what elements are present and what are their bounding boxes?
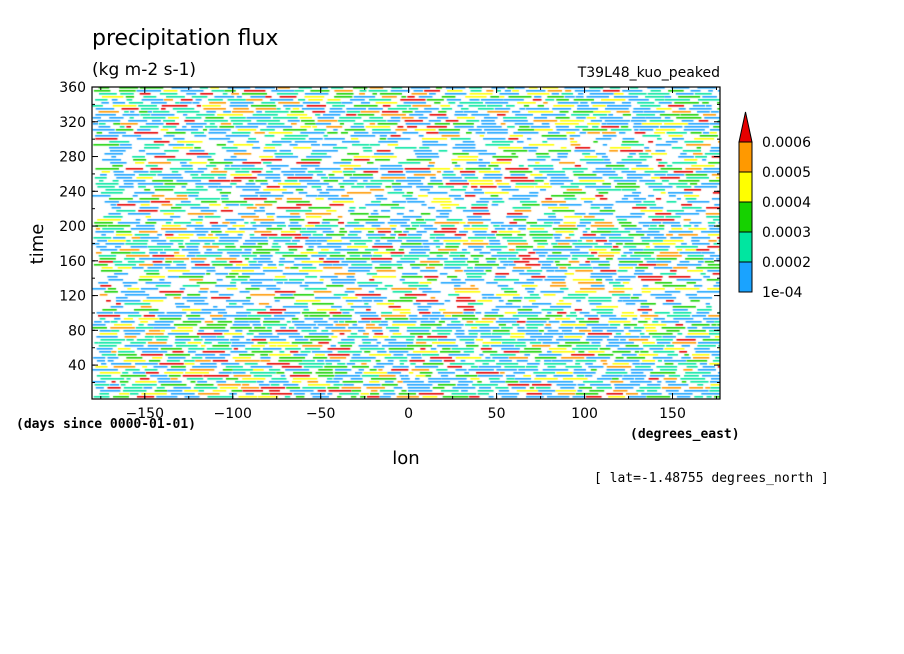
colorbar-level-label: 0.0002 [762, 255, 811, 271]
x-tick-label: 100 [571, 406, 598, 422]
y-axis: 40 80 120 160 200 240 280 320 360 [59, 80, 720, 383]
colorbar-level-label: 0.0006 [762, 135, 811, 151]
colorbar-arrow [738, 111, 753, 143]
units-label: (kg m-2 s-1) [92, 60, 196, 80]
x-tick-label: 150 [659, 406, 686, 422]
y-tick-label: 40 [68, 358, 86, 374]
x-tick-label: 0 [404, 406, 413, 422]
field-texture [92, 87, 720, 399]
slice-label: [ lat=-1.48755 degrees_north ] [594, 471, 829, 486]
y-axis-label: time [27, 224, 48, 265]
run-label: T39L48_kuo_peaked [577, 65, 720, 81]
x-axis-label: lon [392, 448, 419, 469]
y-tick-label: 280 [59, 150, 86, 166]
y-tick-label: 320 [59, 115, 86, 131]
colorbar-level-label: 0.0004 [762, 195, 811, 211]
colorbar-level-label: 0.0005 [762, 165, 811, 181]
colorbar-swatch [738, 201, 753, 233]
precipitation-field [92, 87, 720, 399]
colorbar-swatch [738, 141, 753, 173]
x-tick-label: −50 [306, 406, 336, 422]
x-tick-label: 50 [488, 406, 506, 422]
x-tick-label: −150 [126, 406, 164, 422]
colorbar-swatch [738, 231, 753, 263]
colorbar-level-label: 1e-04 [762, 285, 802, 301]
y-tick-label: 160 [59, 254, 86, 270]
colorbar-legend: 1e-04 0.0002 0.0003 0.0004 0.0005 0.0006 [738, 111, 811, 301]
colorbar-swatch [738, 171, 753, 203]
y-tick-label: 200 [59, 219, 86, 235]
x-tick-label: −100 [214, 406, 252, 422]
x-axis: −150 −100 −50 0 50 100 150 [100, 87, 717, 422]
y-tick-label: 80 [68, 323, 86, 339]
colorbar-swatch [738, 261, 753, 293]
y-tick-label: 360 [59, 80, 86, 96]
y-tick-label: 120 [59, 289, 86, 305]
y-tick-label: 240 [59, 184, 86, 200]
chart-title: precipitation flux [92, 26, 278, 51]
y-units-label: (days since 0000-01-01) [16, 417, 196, 432]
x-units-label: (degrees_east) [630, 427, 740, 442]
colorbar-level-label: 0.0003 [762, 225, 811, 241]
